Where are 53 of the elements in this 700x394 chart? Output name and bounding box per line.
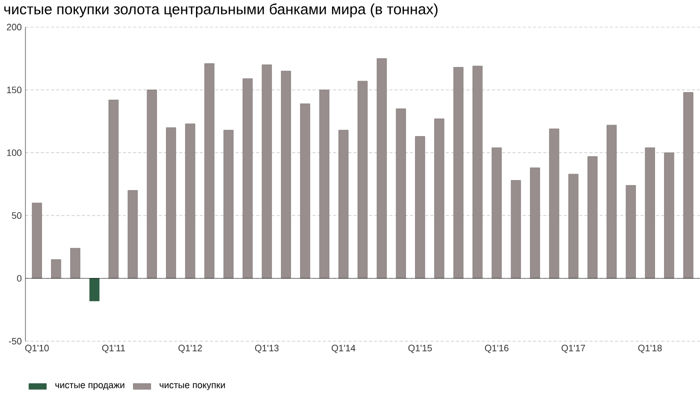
bar [510,180,521,279]
bar [280,70,291,279]
y-tick-label: 100 [7,150,22,156]
bar [568,174,578,279]
x-tick-label: Q1'17 [562,344,586,354]
x-tick-label: Q1'12 [178,344,202,354]
y-tick-label: 150 [7,86,22,94]
bar [358,81,368,279]
bar [492,148,502,279]
legend-label: чистые продажи [55,383,124,390]
bar [89,278,100,302]
bar [70,248,80,279]
bar [204,63,214,279]
bar [396,108,406,279]
bar [415,136,426,279]
bar [376,58,387,279]
x-tick-label: Q1'11 [102,344,125,354]
bar [338,130,348,279]
bar [588,156,598,279]
bar [224,130,234,279]
bar [644,148,655,279]
legend-label: чистые покупки [160,383,225,390]
bar [262,64,272,279]
x-tick-label: Q1'14 [332,344,356,354]
bar [185,124,196,279]
bar [51,259,62,279]
x-tick-label: Q1'15 [408,344,432,354]
x-tick-label: Q1'18 [638,344,662,354]
bar [108,100,119,279]
bar [128,190,138,279]
y-tick-label: 200 [6,24,22,30]
y-tick-label: 0 [17,275,22,282]
x-tick-label: Q1'16 [484,344,508,354]
bar [300,104,310,279]
chart-title: чистые покупки золота центральными банками мира (в тоннах) [4,4,438,18]
bar [683,92,694,279]
bar [166,128,176,279]
bar [530,168,540,279]
bar [434,118,444,279]
x-tick-label: Q1'10 [25,344,49,354]
y-tick-label: 50 [12,212,22,219]
bar [549,128,560,279]
bar [626,185,636,279]
bar [319,90,330,279]
bar [606,124,617,279]
bar [32,202,42,279]
bar [453,67,464,279]
y-tick-label: -50 [8,338,22,345]
bar [146,90,157,279]
bar [472,66,483,279]
bar [242,78,253,279]
x-tick-label: Q1'13 [255,344,279,354]
bar [664,152,674,279]
